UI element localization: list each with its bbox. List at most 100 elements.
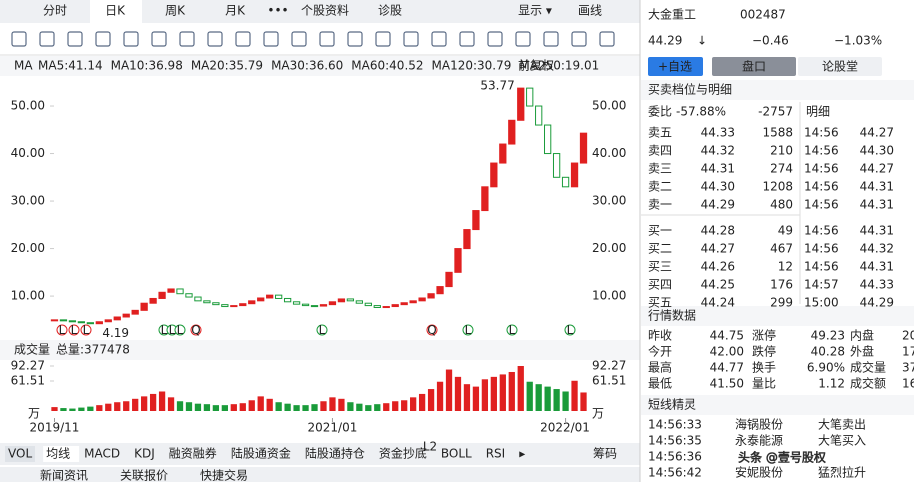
volume-bar bbox=[248, 400, 255, 411]
stock-code: 002487 bbox=[740, 8, 786, 22]
tab[interactable]: ••• bbox=[267, 4, 288, 18]
candle bbox=[526, 87, 534, 107]
tool-icon[interactable] bbox=[375, 31, 391, 47]
tool-icon[interactable] bbox=[571, 31, 587, 47]
event-marker[interactable] bbox=[426, 324, 438, 336]
tab[interactable]: VOL bbox=[8, 447, 32, 461]
button-label[interactable]: +自选 bbox=[658, 60, 692, 74]
y-tick-label: 10.00 bbox=[11, 289, 45, 303]
value: -2757 bbox=[758, 105, 793, 119]
x-tick-label: 2019/11 bbox=[30, 421, 80, 435]
event-marker[interactable] bbox=[190, 324, 202, 336]
candle bbox=[445, 271, 453, 288]
tab[interactable]: 均线 bbox=[46, 447, 70, 461]
tab[interactable]: 个股资料 bbox=[301, 4, 349, 18]
tool-icon[interactable] bbox=[123, 31, 139, 47]
event-label: L bbox=[71, 323, 78, 337]
y-tick-label: 50.00 bbox=[592, 99, 626, 113]
tool-icon[interactable] bbox=[459, 31, 475, 47]
tab[interactable]: ▸ bbox=[519, 447, 525, 461]
tool-icon[interactable] bbox=[95, 31, 111, 47]
pct: −1.03% bbox=[834, 34, 882, 48]
tab[interactable]: 快捷交易 bbox=[200, 468, 248, 482]
tab[interactable]: 日K bbox=[105, 4, 126, 18]
price: 44.26 bbox=[701, 260, 735, 274]
button-label[interactable]: 论股堂 bbox=[822, 60, 858, 74]
tool-icon[interactable] bbox=[347, 31, 363, 47]
event-marker[interactable] bbox=[68, 324, 80, 336]
tool-icon[interactable] bbox=[179, 31, 195, 47]
volume-bar bbox=[329, 397, 336, 411]
price: 44.27 bbox=[860, 162, 894, 176]
value: 44.77 bbox=[710, 361, 744, 375]
label: 卖三 bbox=[648, 162, 672, 176]
tool-icon[interactable] bbox=[599, 31, 615, 47]
candle bbox=[472, 210, 480, 231]
volume-bar bbox=[69, 408, 76, 411]
volume: 12 bbox=[778, 260, 793, 274]
tool-icon[interactable] bbox=[151, 31, 167, 47]
y-tick-label: 92.27 bbox=[592, 359, 626, 373]
value: 17 bbox=[902, 345, 914, 359]
tab[interactable]: 诊股 bbox=[378, 4, 402, 18]
ma-value: MA30:36.60 bbox=[271, 59, 343, 73]
tab[interactable]: 筹码 bbox=[593, 447, 617, 461]
ma-value: MA60:40.52 bbox=[351, 59, 423, 73]
tool-icon[interactable] bbox=[431, 31, 447, 47]
tool-icon[interactable] bbox=[515, 31, 531, 47]
candle bbox=[337, 298, 346, 303]
label: 涨停 bbox=[752, 328, 776, 343]
button[interactable] bbox=[712, 57, 796, 76]
label: 买五 bbox=[648, 296, 672, 310]
tool-icon[interactable] bbox=[487, 31, 503, 47]
tab[interactable]: 融资融券 bbox=[169, 446, 217, 461]
tab[interactable]: RSI bbox=[486, 447, 506, 461]
tab[interactable]: 陆股通持仓 bbox=[305, 446, 365, 461]
tab[interactable]: 周K bbox=[165, 4, 186, 18]
tool-icon[interactable] bbox=[39, 31, 55, 47]
event-marker[interactable] bbox=[56, 324, 68, 336]
tool-icon[interactable] bbox=[291, 31, 307, 47]
y-tick-label: 61.51 bbox=[592, 374, 626, 388]
volume-bar bbox=[580, 392, 587, 411]
tool-icon[interactable] bbox=[67, 31, 83, 47]
tool-icon[interactable] bbox=[543, 31, 559, 47]
tab[interactable]: 显示 ▾ bbox=[518, 4, 552, 18]
button[interactable] bbox=[648, 57, 703, 76]
tab[interactable]: 陆股通资金 bbox=[231, 446, 291, 461]
y-tick-label: 30.00 bbox=[592, 194, 626, 208]
event-marker[interactable] bbox=[564, 324, 576, 336]
event-marker[interactable] bbox=[80, 324, 92, 336]
button[interactable] bbox=[798, 57, 882, 76]
tab[interactable]: BOLL bbox=[441, 447, 472, 461]
tool-icon[interactable] bbox=[263, 31, 279, 47]
tab[interactable]: 分时 bbox=[43, 4, 67, 18]
volume-bar bbox=[365, 405, 372, 411]
tab[interactable]: 资金抄底 bbox=[379, 446, 427, 461]
label: 昨收 bbox=[648, 329, 672, 343]
tool-icon[interactable] bbox=[207, 31, 223, 47]
volume-bar bbox=[535, 384, 542, 411]
volume-bar bbox=[553, 389, 560, 411]
tab[interactable]: 新闻资讯 bbox=[40, 468, 88, 482]
candle bbox=[158, 291, 166, 299]
tab[interactable]: MACD bbox=[84, 447, 120, 461]
volume-bar bbox=[517, 366, 524, 411]
tool-icon[interactable] bbox=[403, 31, 419, 47]
event-marker[interactable] bbox=[506, 324, 518, 336]
event-marker[interactable] bbox=[174, 324, 186, 336]
event-marker[interactable] bbox=[316, 324, 328, 336]
tab[interactable]: 月K bbox=[225, 4, 246, 18]
tab[interactable]: KDJ bbox=[134, 447, 155, 461]
price: 44.27 bbox=[701, 242, 735, 256]
tool-icon[interactable] bbox=[11, 31, 27, 47]
tab[interactable]: 关联报价 bbox=[120, 468, 168, 482]
tool-icon[interactable] bbox=[235, 31, 251, 47]
volume: 299 bbox=[770, 296, 793, 310]
candle bbox=[194, 296, 202, 302]
tab[interactable]: 画线 bbox=[578, 4, 602, 18]
tool-icon[interactable] bbox=[319, 31, 335, 47]
event-marker[interactable] bbox=[462, 324, 474, 336]
button-label[interactable]: 盘口 bbox=[742, 59, 766, 74]
time: 14:56 bbox=[804, 180, 839, 194]
